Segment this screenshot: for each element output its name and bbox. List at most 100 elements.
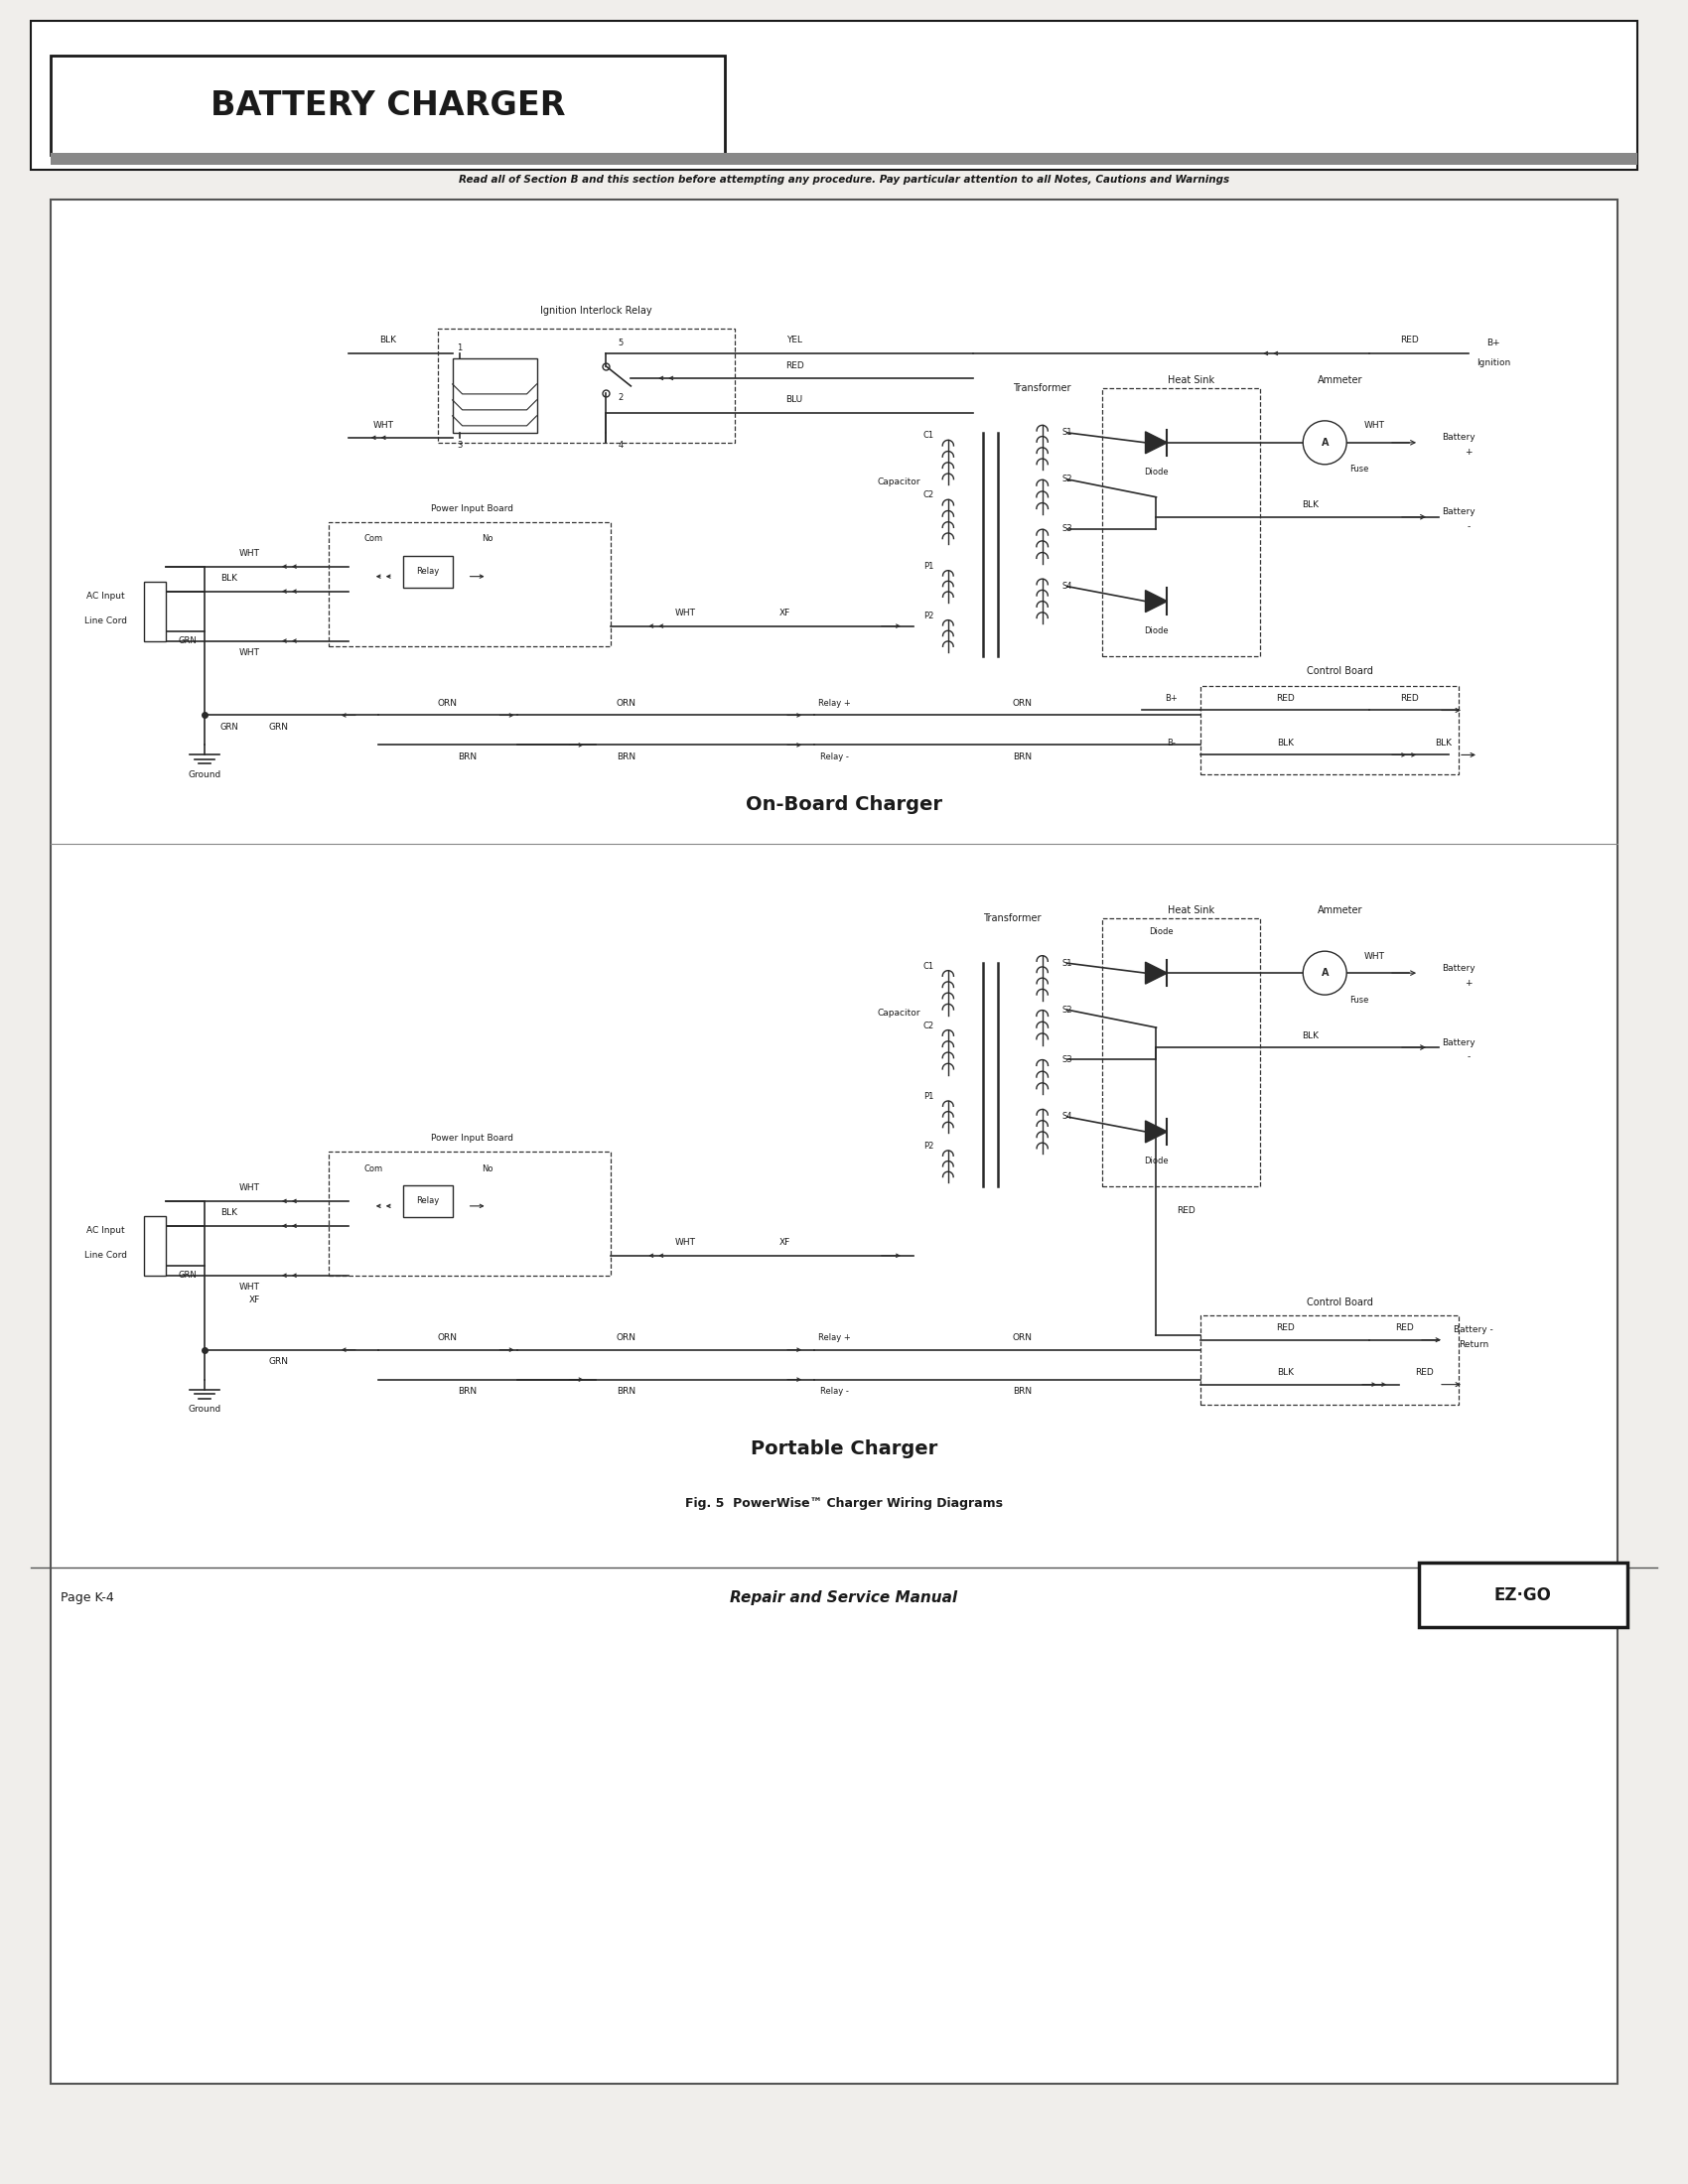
Text: Ignition Interlock Relay: Ignition Interlock Relay [540, 306, 652, 317]
Text: C2: C2 [923, 491, 933, 500]
Text: P1: P1 [923, 1092, 933, 1101]
Text: Battery: Battery [1442, 432, 1475, 441]
Text: Ground: Ground [187, 771, 221, 780]
Text: S1: S1 [1062, 428, 1072, 437]
Text: RED: RED [1276, 695, 1295, 703]
Text: 1: 1 [457, 343, 463, 354]
Polygon shape [1146, 963, 1166, 985]
Text: WHT: WHT [1364, 952, 1384, 961]
Text: RED: RED [1399, 336, 1418, 345]
Text: Diode: Diode [1144, 627, 1168, 636]
Bar [1200, 1315, 1458, 1404]
Text: Relay +: Relay + [817, 699, 851, 708]
Circle shape [1303, 952, 1347, 996]
Text: -: - [1467, 522, 1470, 531]
Text: Control Board: Control Board [1307, 1297, 1372, 1308]
Text: Battery -: Battery - [1453, 1326, 1494, 1334]
Text: GRN: GRN [268, 1356, 289, 1367]
Text: BLK: BLK [1435, 738, 1452, 747]
Bar [1200, 686, 1458, 775]
Text: GRN: GRN [179, 636, 197, 644]
Text: BATTERY CHARGER: BATTERY CHARGER [211, 90, 565, 122]
Text: B+: B+ [1165, 695, 1178, 703]
Text: RED: RED [1177, 1206, 1195, 1216]
Text: 2: 2 [618, 393, 623, 402]
Text: Relay: Relay [417, 568, 439, 577]
Text: RED: RED [785, 363, 803, 371]
Text: B+: B+ [1487, 339, 1501, 347]
Text: +: + [1465, 978, 1472, 987]
Bar [30, 22, 1637, 170]
Text: S3: S3 [1062, 524, 1072, 533]
Text: GRN: GRN [268, 723, 289, 732]
Text: Ammeter: Ammeter [1317, 376, 1362, 384]
Text: 5: 5 [618, 339, 623, 347]
Text: No: No [481, 1164, 493, 1173]
Text: Line Cord: Line Cord [84, 616, 127, 625]
Text: BRN: BRN [1013, 753, 1031, 762]
Text: WHT: WHT [238, 1184, 260, 1192]
Text: C1: C1 [923, 961, 933, 970]
Bar [1102, 389, 1261, 655]
Text: BRN: BRN [1013, 1387, 1031, 1396]
Text: No: No [481, 535, 493, 544]
Text: Diode: Diode [1150, 926, 1173, 937]
Text: YEL: YEL [787, 336, 802, 345]
Bar [403, 555, 452, 587]
Text: BLK: BLK [1276, 1367, 1293, 1378]
Text: ORN: ORN [437, 1334, 457, 1343]
Text: Heat Sink: Heat Sink [1168, 376, 1214, 384]
Text: WHT: WHT [238, 548, 260, 559]
Text: AC Input: AC Input [86, 592, 125, 601]
Bar [1420, 1564, 1627, 1627]
Text: XF: XF [778, 1238, 790, 1247]
Text: WHT: WHT [238, 649, 260, 657]
Text: RED: RED [1415, 1367, 1433, 1378]
Text: BLK: BLK [380, 336, 397, 345]
Bar [452, 358, 537, 432]
Text: Relay: Relay [417, 1197, 439, 1206]
Text: WHT: WHT [675, 1238, 695, 1247]
Text: S2: S2 [1062, 1005, 1072, 1013]
Text: S1: S1 [1062, 959, 1072, 968]
Text: EZ·GO: EZ·GO [1494, 1586, 1551, 1603]
Text: BLK: BLK [1301, 1031, 1318, 1040]
Text: Diode: Diode [1144, 1158, 1168, 1166]
Text: ORN: ORN [1013, 699, 1033, 708]
Text: BLK: BLK [1276, 738, 1293, 747]
Text: +: + [1465, 448, 1472, 456]
Text: XF: XF [778, 609, 790, 618]
Text: -: - [1467, 1053, 1470, 1061]
Text: BLK: BLK [1301, 500, 1318, 509]
Bar [51, 57, 726, 155]
Text: WHT: WHT [238, 1282, 260, 1291]
Text: P1: P1 [923, 561, 933, 570]
Text: Fig. 5  PowerWise™ Charger Wiring Diagrams: Fig. 5 PowerWise™ Charger Wiring Diagram… [685, 1496, 1003, 1509]
Text: RED: RED [1394, 1324, 1413, 1332]
Text: Portable Charger: Portable Charger [751, 1439, 937, 1459]
Polygon shape [1146, 1120, 1166, 1142]
Polygon shape [1146, 432, 1166, 454]
Bar [437, 328, 734, 443]
Text: WHT: WHT [675, 609, 695, 618]
Text: ORN: ORN [437, 699, 457, 708]
Circle shape [1303, 422, 1347, 465]
Text: AC Input: AC Input [86, 1227, 125, 1236]
Bar [403, 1186, 452, 1216]
Text: Relay +: Relay + [817, 1334, 851, 1343]
Text: Fuse: Fuse [1350, 996, 1369, 1005]
Text: BLK: BLK [221, 1208, 238, 1216]
Text: Com: Com [363, 535, 383, 544]
Text: 4: 4 [618, 441, 623, 450]
Text: XF: XF [248, 1295, 260, 1304]
Text: Relay -: Relay - [820, 753, 849, 762]
Text: RED: RED [1399, 695, 1418, 703]
Text: B-: B- [1166, 738, 1175, 747]
Text: Capacitor: Capacitor [878, 478, 920, 487]
Text: Battery: Battery [1442, 1037, 1475, 1046]
Text: P2: P2 [923, 612, 933, 620]
Text: BLU: BLU [787, 395, 803, 404]
Bar [51, 199, 1617, 2084]
Text: Return: Return [1458, 1341, 1489, 1350]
Bar [1102, 919, 1261, 1186]
